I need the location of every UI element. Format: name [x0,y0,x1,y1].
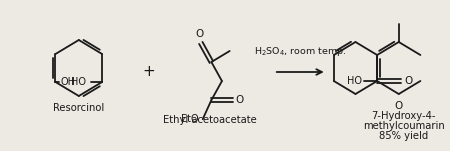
Text: EtO: EtO [181,114,199,124]
Text: O: O [395,101,403,111]
Text: H$_2$SO$_4$, room temp.: H$_2$SO$_4$, room temp. [254,45,346,58]
Text: O: O [196,29,204,39]
Text: +: + [143,64,155,79]
Text: 85% yield: 85% yield [379,131,428,141]
Text: O: O [235,95,243,105]
Text: HO: HO [347,76,362,86]
Text: HO: HO [71,77,86,87]
Text: Resorcinol: Resorcinol [53,103,104,113]
Text: OH: OH [60,77,75,87]
Text: methylcoumarin: methylcoumarin [363,121,445,131]
Text: O: O [405,76,413,86]
Text: Ethyl acetoacetate: Ethyl acetoacetate [162,115,256,125]
Text: 7-Hydroxy-4-: 7-Hydroxy-4- [371,111,436,121]
